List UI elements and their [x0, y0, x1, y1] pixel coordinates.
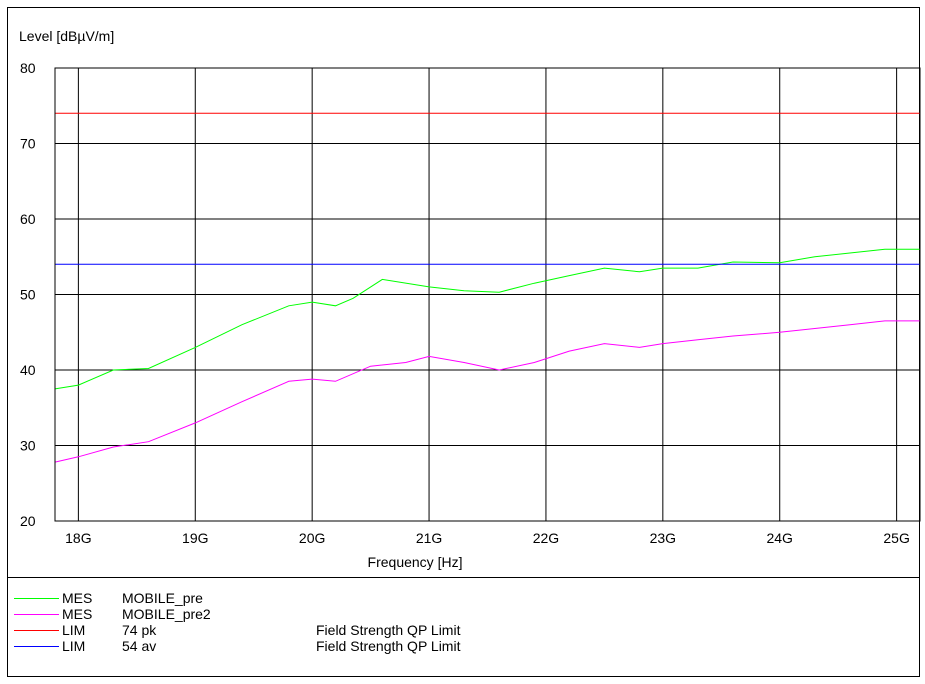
- legend-swatch: [14, 646, 59, 647]
- y-axis-title: Level [dBµV/m]: [19, 28, 114, 44]
- x-tick-label: 22G: [533, 530, 559, 546]
- y-tick-label: 60: [20, 211, 36, 227]
- legend-desc: Field Strength QP Limit: [316, 622, 461, 638]
- y-tick-label: 80: [20, 60, 36, 76]
- legend-divider: [7, 577, 920, 578]
- y-tick-label: 30: [20, 438, 36, 454]
- legend-kind: LIM: [62, 638, 86, 654]
- x-tick-label: 20G: [299, 530, 325, 546]
- x-tick-label: 18G: [65, 530, 91, 546]
- legend-desc: Field Strength QP Limit: [316, 638, 461, 654]
- legend-kind: MES: [62, 606, 93, 622]
- chart-frame: [7, 7, 920, 677]
- tick-layer: 20 30 40 50 60 70 80 18G 19G 20G 21G 22G 23G 24G 25G: [20, 60, 910, 546]
- y-tick-label: 50: [20, 287, 36, 303]
- grid-layer: [55, 68, 920, 521]
- series-layer: [54, 112, 920, 463]
- x-tick-label: 25G: [883, 530, 909, 546]
- plot-area: [54, 67, 921, 522]
- x-tick-label: 21G: [416, 530, 442, 546]
- series-line-mobile-pre2: [54, 320, 920, 463]
- legend-kind: MES: [62, 590, 93, 606]
- legend-name: 54 av: [122, 638, 157, 654]
- x-tick-label: 19G: [182, 530, 208, 546]
- legend-swatch: [14, 630, 59, 631]
- x-tick-label: 24G: [766, 530, 792, 546]
- legend-name: MOBILE_pre: [122, 590, 203, 606]
- x-tick-label: 23G: [650, 530, 676, 546]
- y-tick-label: 70: [20, 136, 36, 152]
- y-tick-label: 40: [20, 362, 36, 378]
- x-axis-title: Frequency [Hz]: [368, 554, 463, 570]
- legend-swatch: [14, 614, 59, 615]
- legend-swatch: [14, 598, 59, 599]
- y-tick-label: 20: [20, 513, 36, 529]
- legend-kind: LIM: [62, 622, 86, 638]
- legend-name: 74 pk: [122, 622, 157, 638]
- series-line-mobile-pre: [54, 248, 920, 390]
- legend-name: MOBILE_pre2: [122, 606, 211, 622]
